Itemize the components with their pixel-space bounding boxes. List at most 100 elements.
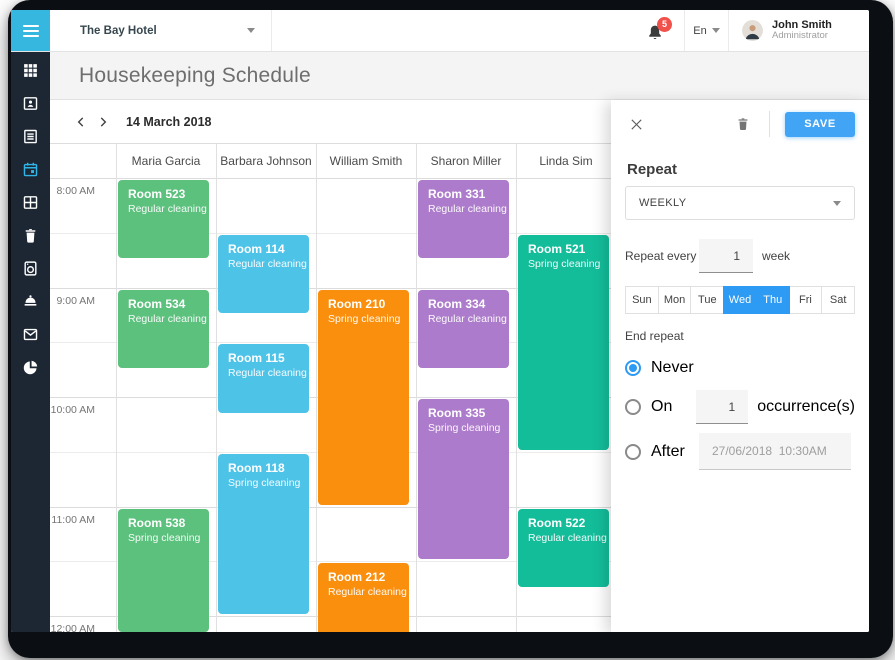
time-label: 9:00 AM [56, 294, 95, 307]
event-room-522[interactable]: Room 522 Regular cleaning [518, 508, 609, 587]
apps-grid-icon[interactable] [11, 58, 50, 82]
next-day-button[interactable] [92, 111, 114, 133]
chevron-down-icon [247, 28, 255, 33]
trash-icon [738, 118, 748, 130]
mail-icon[interactable] [11, 322, 50, 346]
app-window: The Bay Hotel 5 En John Smith [11, 10, 869, 632]
event-room-label: Room 522 [528, 515, 586, 530]
event-room-118[interactable]: Room 118 Spring cleaning [218, 453, 309, 614]
event-room-label: Room 335 [428, 406, 486, 420]
time-label: 10:00 AM [50, 404, 95, 416]
radio-on[interactable] [625, 399, 641, 415]
half-hour-line [50, 561, 869, 563]
document-list-icon[interactable] [11, 124, 50, 148]
chevron-down-icon [833, 200, 841, 206]
laundry-machine-icon[interactable] [11, 256, 50, 280]
event-room-534[interactable]: Room 534 Regular cleaning [118, 289, 209, 368]
event-room-label: Room 115 [228, 351, 285, 366]
end-option-label: After [651, 442, 685, 460]
weekday-selector: Sun Mon Tue Wed Thu Fri Sat [625, 286, 856, 314]
schedule-grid-body: 8:00 AM 9:00 AM 10:00 AM 11:00 AM 12:00 AM Ro… [50, 178, 869, 632]
repeat-heading: Repeat [627, 161, 678, 178]
delete-event-button[interactable] [732, 113, 754, 135]
repeat-every-input[interactable]: 1 [699, 239, 753, 273]
kanban-board-icon[interactable] [11, 190, 50, 214]
column-header: William Smith [329, 154, 403, 168]
end-option-on: On 1 occurrence(s) [625, 390, 855, 424]
weekday-button-wed[interactable]: Wed [723, 286, 757, 314]
event-room-label: Room 334 [428, 296, 486, 311]
event-room-210[interactable]: Room 210 Spring cleaning [318, 289, 409, 505]
event-service-label: Spring cleaning [128, 531, 201, 544]
end-repeat-options: Never On 1 occurrence(s) After 27/06/2018 10:… [625, 355, 855, 470]
weekday-button-tue[interactable]: Tue [690, 286, 725, 314]
prev-day-button[interactable] [70, 111, 92, 133]
event-room-538[interactable]: Room 538 Spring cleaning [118, 508, 209, 632]
event-room-331[interactable]: Room 331 Regular cleaning [418, 180, 509, 259]
hotel-name: The Bay Hotel [80, 24, 157, 37]
radio-after[interactable] [625, 443, 641, 460]
grid-vertical-line [116, 144, 117, 632]
notifications-bell-button[interactable]: 5 [645, 16, 672, 42]
event-room-212[interactable]: Room 212 Regular cleaning [318, 563, 409, 632]
avatar [742, 20, 763, 41]
user-menu[interactable]: John Smith Administrator [729, 10, 869, 51]
trash-icon[interactable] [11, 223, 50, 247]
event-room-114[interactable]: Room 114 Regular cleaning [218, 234, 309, 313]
event-service-label: Regular cleaning [428, 312, 507, 325]
frequency-value: WEEKLY [639, 197, 687, 209]
occurrences-suffix: occurrence(s) [757, 398, 855, 415]
weekday-button-thu[interactable]: Thu [755, 286, 790, 314]
end-repeat-label: End repeat [625, 329, 684, 343]
end-date-input[interactable]: 27/06/2018 10:30AM [699, 433, 851, 470]
save-button[interactable]: SAVE [785, 111, 855, 137]
weekday-button-mon[interactable]: Mon [657, 286, 692, 314]
event-service-label: Regular cleaning [228, 367, 307, 380]
weekday-button-sun[interactable]: Sun [625, 286, 659, 314]
grid-vertical-line [416, 144, 417, 632]
hotel-selector[interactable]: The Bay Hotel [50, 10, 272, 51]
event-room-335[interactable]: Room 335 Spring cleaning [418, 399, 509, 560]
current-date-label: 14 March 2018 [126, 114, 212, 129]
event-room-label: Room 210 [328, 296, 386, 311]
column-header: Barbara Johnson [220, 154, 312, 168]
top-bar: The Bay Hotel 5 En John Smith [11, 10, 869, 52]
event-room-523[interactable]: Room 523 Regular cleaning [118, 180, 209, 259]
staff-card-icon[interactable] [11, 91, 50, 115]
column-header: Linda Sim [539, 154, 593, 168]
weekday-button-fri[interactable]: Fri [788, 286, 823, 314]
event-room-115[interactable]: Room 115 Regular cleaning [218, 344, 309, 414]
column-header: Maria Garcia [131, 154, 201, 168]
event-service-label: Regular cleaning [128, 312, 207, 325]
close-icon [630, 118, 642, 130]
hour-line [50, 397, 869, 398]
event-room-334[interactable]: Room 334 Regular cleaning [418, 289, 509, 368]
pie-chart-icon[interactable] [11, 355, 50, 379]
page-header: Housekeeping Schedule [50, 52, 869, 100]
event-service-label: Spring cleaning [228, 476, 301, 489]
end-option-label: Never [651, 359, 694, 376]
frequency-dropdown[interactable]: WEEKLY [625, 186, 855, 220]
repeat-every-label: Repeat every [625, 249, 697, 263]
occurrences-input[interactable]: 1 [696, 390, 749, 424]
time-label: 11:00 AM [51, 513, 95, 526]
weekday-button-sat[interactable]: Sat [821, 286, 856, 314]
end-option-after: After 27/06/2018 10:30AM [625, 433, 855, 470]
hamburger-menu-button[interactable] [11, 10, 50, 51]
event-service-label: Regular cleaning [428, 203, 507, 215]
event-room-label: Room 331 [428, 187, 486, 201]
calendar-icon[interactable] [11, 157, 50, 181]
notifications-badge: 5 [657, 16, 672, 32]
radio-never[interactable] [625, 360, 641, 376]
language-selector[interactable]: En [685, 10, 729, 51]
grid-vertical-line [216, 144, 217, 632]
close-panel-button[interactable] [625, 113, 647, 135]
event-room-label: Room 538 [128, 515, 186, 530]
time-label: 8:00 AM [56, 185, 95, 197]
service-bell-icon[interactable] [11, 289, 50, 313]
language-label: En [693, 24, 707, 37]
grid-vertical-line [316, 144, 317, 632]
event-room-521[interactable]: Room 521 Spring cleaning [518, 234, 609, 450]
sidebar-nav [11, 52, 50, 632]
grid-vertical-line [516, 144, 517, 632]
